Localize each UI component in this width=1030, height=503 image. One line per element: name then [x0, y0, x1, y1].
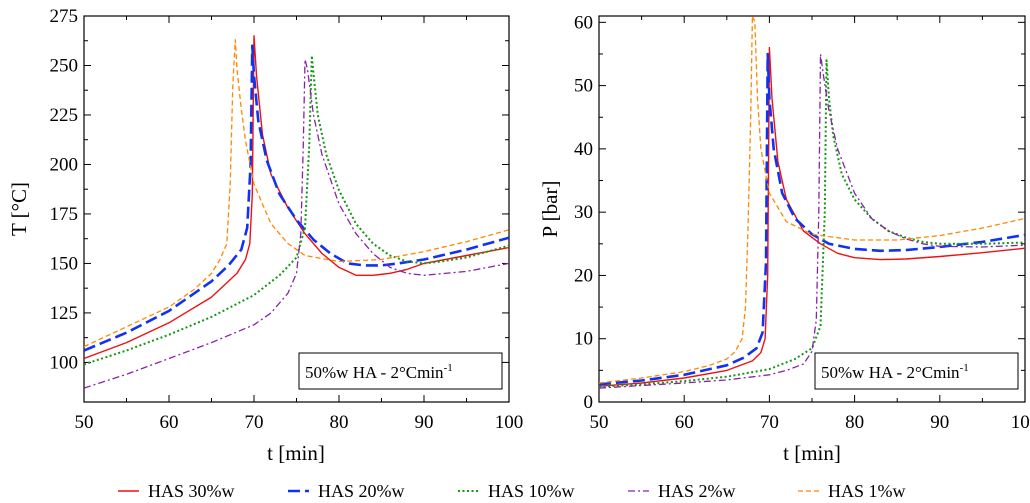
series-line-has-1-w	[599, 16, 1025, 384]
y-tick-label: 100	[50, 352, 79, 373]
x-tick-label: 60	[675, 412, 694, 433]
y-tick-label: 250	[50, 55, 79, 76]
legend-item: HAS 2%w	[628, 481, 736, 501]
series-line-has-30-w	[84, 35, 509, 360]
svg-text:50%w HA - 2°Cmin-1: 50%w HA - 2°Cmin-1	[305, 362, 453, 382]
y-tick-label: 200	[50, 154, 79, 175]
plot-frame	[83, 15, 510, 403]
x-tick-label: 90	[930, 412, 949, 433]
series-line-has-10-w	[599, 59, 1025, 388]
legend-label: HAS 20%w	[318, 481, 405, 501]
temperature-chart: 50 60 70 80 90 100 100 125 150 175 200 225 250 275 t …	[7, 6, 523, 465]
legend-item: HAS 1%w	[798, 481, 906, 501]
plot-frame	[598, 15, 1026, 403]
axis-ticks: 50 60 70 80 90 100 0 10 20 30 40 50 60	[574, 12, 1030, 433]
x-tick-label: 50	[590, 412, 609, 433]
series-lines	[599, 16, 1025, 389]
annotation-superscript: -1	[960, 362, 969, 374]
y-tick-label: 225	[50, 105, 79, 126]
series-line-has-20-w	[84, 44, 509, 352]
annotation-text: 50%w HA - 2°Cmin	[821, 363, 960, 382]
x-tick-label: 60	[160, 412, 179, 433]
x-tick-label: 100	[495, 412, 524, 433]
y-tick-label: 40	[574, 139, 593, 160]
series-line-has-1-w	[84, 39, 509, 348]
y-tick-label: 275	[50, 6, 79, 27]
y-tick-label: 0	[584, 392, 594, 413]
x-tick-label: 80	[845, 412, 864, 433]
y-axis-label: P [bar]	[538, 181, 562, 238]
legend-label: HAS 10%w	[488, 481, 575, 501]
y-tick-label: 150	[50, 253, 79, 274]
axis-ticks: 50 60 70 80 90 100 100 125 150 175 200 225 250 275	[50, 6, 524, 433]
x-tick-label: 80	[330, 412, 349, 433]
x-tick-label: 100	[1011, 412, 1030, 433]
legend-label: HAS 1%w	[828, 481, 906, 501]
x-axis-label: t [min]	[267, 441, 325, 465]
annotation-text: 50%w HA - 2°Cmin	[305, 363, 444, 382]
y-tick-label: 175	[50, 204, 79, 225]
series-line-has-10-w	[84, 54, 509, 366]
series-lines	[84, 35, 509, 389]
pressure-chart: 50 60 70 80 90 100 0 10 20 30 40 50 60 t [min] P [ba…	[538, 12, 1030, 465]
y-tick-label: 60	[574, 12, 593, 33]
y-tick-label: 50	[574, 76, 593, 97]
annotation-box: 50%w HA - 2°Cmin-1	[814, 352, 1019, 390]
x-tick-label: 70	[245, 412, 264, 433]
annotation-box: 50%w HA - 2°Cmin-1	[298, 352, 503, 390]
y-tick-label: 20	[574, 265, 593, 286]
y-tick-label: 30	[574, 202, 593, 223]
legend: HAS 30%w HAS 20%w HAS 10%w HAS 2%w HAS 1%w	[118, 481, 906, 501]
legend-item: HAS 10%w	[458, 481, 575, 501]
series-line-has-2-w	[84, 58, 509, 389]
series-line-has-2-w	[599, 53, 1025, 389]
legend-label: HAS 30%w	[148, 481, 235, 501]
x-tick-label: 50	[75, 412, 94, 433]
x-tick-label: 70	[760, 412, 779, 433]
svg-text:50%w HA - 2°Cmin-1: 50%w HA - 2°Cmin-1	[821, 362, 969, 382]
legend-item: HAS 20%w	[288, 481, 405, 501]
x-axis-label: t [min]	[783, 441, 841, 465]
series-line-has-30-w	[599, 46, 1025, 387]
y-axis-label: T [°C]	[7, 182, 31, 236]
legend-label: HAS 2%w	[658, 481, 736, 501]
legend-item: HAS 30%w	[118, 481, 235, 501]
y-tick-label: 10	[574, 329, 593, 350]
x-tick-label: 90	[415, 412, 434, 433]
series-line-has-20-w	[599, 52, 1025, 386]
annotation-superscript: -1	[444, 362, 453, 374]
y-tick-label: 125	[50, 303, 79, 324]
